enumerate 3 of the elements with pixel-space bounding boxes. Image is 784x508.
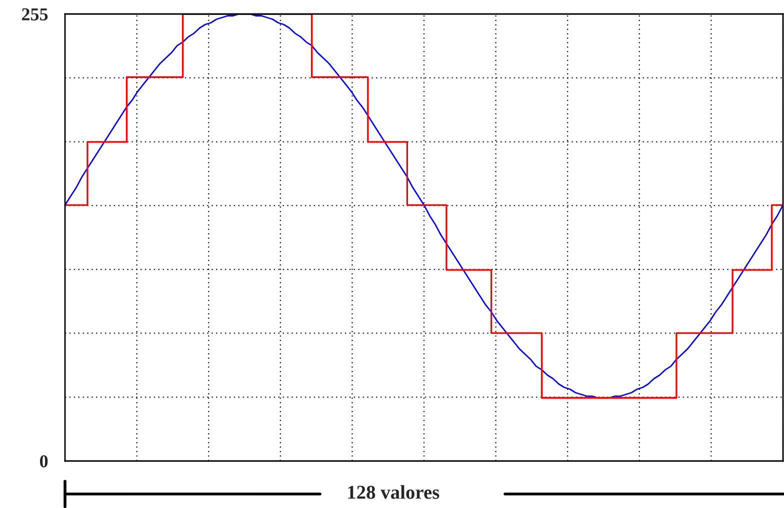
- y-tick-label: 255: [22, 8, 48, 20]
- x-axis-title: 128 valores: [348, 485, 440, 499]
- y-tick-label: 0: [40, 455, 48, 468]
